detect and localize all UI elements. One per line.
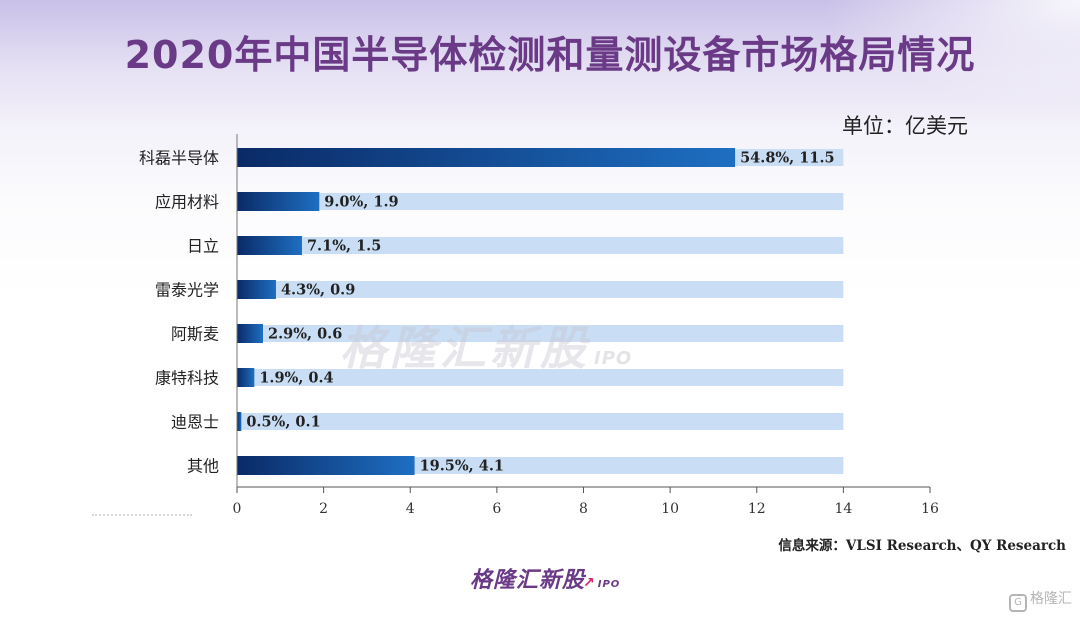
bar-6 xyxy=(237,368,255,387)
data-label: 0.5%, 0.1 xyxy=(246,414,320,431)
watermark-text: 格隆汇新股 xyxy=(340,321,590,375)
category-label: 其他 xyxy=(187,457,219,476)
footer-logo: 格隆汇新股↗ IPO xyxy=(470,562,620,594)
watermark-suffix: IPO xyxy=(594,348,633,369)
x-tick-label: 16 xyxy=(921,501,939,517)
data-label: 9.0%, 1.9 xyxy=(324,194,398,211)
unit-label: 单位：亿美元 xyxy=(842,114,968,138)
data-label: 19.5%, 4.1 xyxy=(420,458,504,475)
data-label: 2.9%, 0.6 xyxy=(268,326,342,343)
bar-track xyxy=(237,193,844,210)
source-note: 信息来源：VLSI Research、QY Research xyxy=(778,538,1066,554)
x-tick-label: 12 xyxy=(748,501,766,517)
watermark: 格隆汇新股 IPO xyxy=(340,312,632,378)
footer-logo-text: 格隆汇新股 xyxy=(470,568,586,593)
bar-track xyxy=(237,413,844,430)
footnote-smudge xyxy=(92,514,192,524)
brand-g-icon: G xyxy=(1009,594,1027,612)
category-label: 应用材料 xyxy=(155,193,219,212)
data-label: 54.8%, 11.5 xyxy=(740,150,835,167)
x-tick-label: 10 xyxy=(661,501,679,517)
bar-7 xyxy=(237,412,242,431)
header-glow xyxy=(820,0,1080,110)
x-tick-label: 2 xyxy=(319,501,328,517)
bar-track xyxy=(237,281,844,298)
x-tick-label: 0 xyxy=(233,501,242,517)
bar-4 xyxy=(237,280,276,299)
x-tick-label: 6 xyxy=(492,501,501,517)
bar-3 xyxy=(237,236,302,255)
category-label: 雷泰光学 xyxy=(155,281,219,300)
category-label: 迪恩士 xyxy=(171,413,219,432)
bar-track xyxy=(237,369,844,386)
bar-5 xyxy=(237,324,263,343)
page-title: 2020年中国半导体检测和量测设备市场格局情况 xyxy=(124,33,976,77)
x-tick-label: 14 xyxy=(834,501,852,517)
bar-8 xyxy=(237,456,415,475)
bar-1 xyxy=(237,148,736,167)
bar-track xyxy=(237,237,844,254)
data-label: 7.1%, 1.5 xyxy=(307,238,381,255)
category-label: 科磊半导体 xyxy=(139,149,219,168)
data-label: 4.3%, 0.9 xyxy=(281,282,355,299)
data-label: 1.9%, 0.4 xyxy=(259,370,333,387)
trend-arrow-icon: ↗ xyxy=(583,575,596,591)
bar-2 xyxy=(237,192,320,211)
category-label: 日立 xyxy=(187,237,219,256)
category-label: 康特科技 xyxy=(155,369,219,388)
category-label: 阿斯麦 xyxy=(171,325,219,344)
corner-brand: G 格隆汇 xyxy=(1009,588,1072,612)
x-tick-label: 4 xyxy=(406,501,415,517)
corner-brand-text: 格隆汇 xyxy=(1030,591,1072,607)
footer-logo-suffix: IPO xyxy=(597,579,621,590)
x-tick-label: 8 xyxy=(579,501,588,517)
bar-track xyxy=(237,325,844,342)
